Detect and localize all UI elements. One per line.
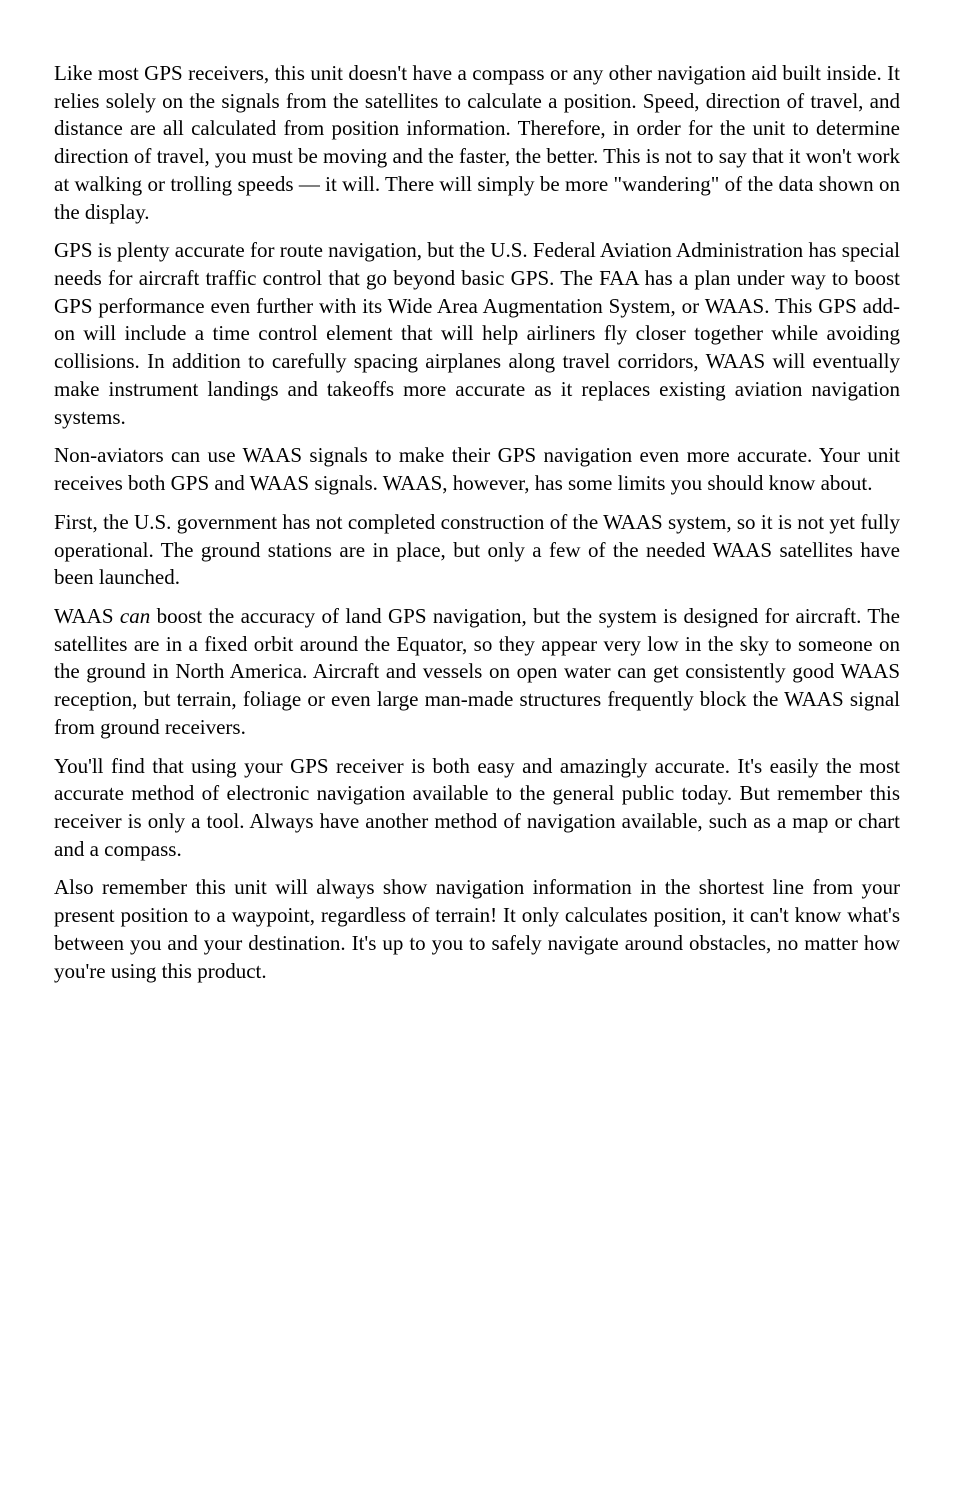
body-paragraph: Like most GPS receivers, this unit doesn… [54,60,900,226]
body-paragraph: GPS is plenty accurate for route navigat… [54,237,900,431]
body-paragraph: WAAS can boost the accuracy of land GPS … [54,603,900,742]
body-paragraph: First, the U.S. government has not compl… [54,509,900,592]
body-paragraph: Also remember this unit will always show… [54,874,900,985]
body-paragraph: You'll find that using your GPS receiver… [54,753,900,864]
body-paragraph: Non-aviators can use WAAS signals to mak… [54,442,900,497]
